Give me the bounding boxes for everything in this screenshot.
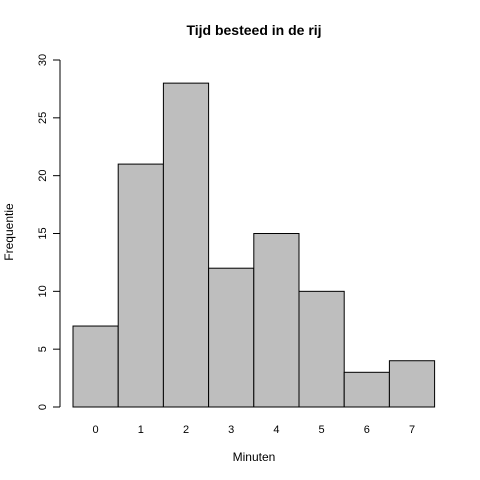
bar-4 xyxy=(253,233,300,408)
x-tick-label: 4 xyxy=(273,424,279,436)
bar-5 xyxy=(298,290,345,408)
bars-group xyxy=(72,82,436,408)
bar-6 xyxy=(343,371,390,408)
bar-2 xyxy=(162,82,210,408)
x-tick-label: 5 xyxy=(319,424,325,436)
y-tick-label: 10 xyxy=(37,285,49,297)
x-axis-label: Minuten xyxy=(233,450,276,464)
bar-7 xyxy=(388,360,436,408)
x-tick-label: 2 xyxy=(183,424,189,436)
y-tick-label: 0 xyxy=(37,404,49,410)
y-axis-label: Frequentie xyxy=(2,203,16,261)
y-tick-label: 30 xyxy=(37,54,49,66)
x-tick-label: 6 xyxy=(364,424,370,436)
x-tick-labels: 0 1 2 3 4 5 6 7 xyxy=(93,424,416,436)
x-tick-label: 1 xyxy=(138,424,144,436)
y-tick-label: 20 xyxy=(37,170,49,182)
y-tick-label: 15 xyxy=(37,227,49,239)
x-tick-label: 7 xyxy=(409,424,415,436)
x-tick-label: 3 xyxy=(228,424,234,436)
bar-3 xyxy=(208,267,255,408)
y-axis: 0 5 10 15 20 25 30 xyxy=(37,54,61,410)
y-tick-label: 5 xyxy=(37,346,49,352)
x-tick-label: 0 xyxy=(93,424,99,436)
chart-title: Tijd besteed in de rij xyxy=(186,22,321,38)
bar-1 xyxy=(117,163,164,408)
bar-0 xyxy=(72,325,119,408)
y-tick-label: 25 xyxy=(37,112,49,124)
